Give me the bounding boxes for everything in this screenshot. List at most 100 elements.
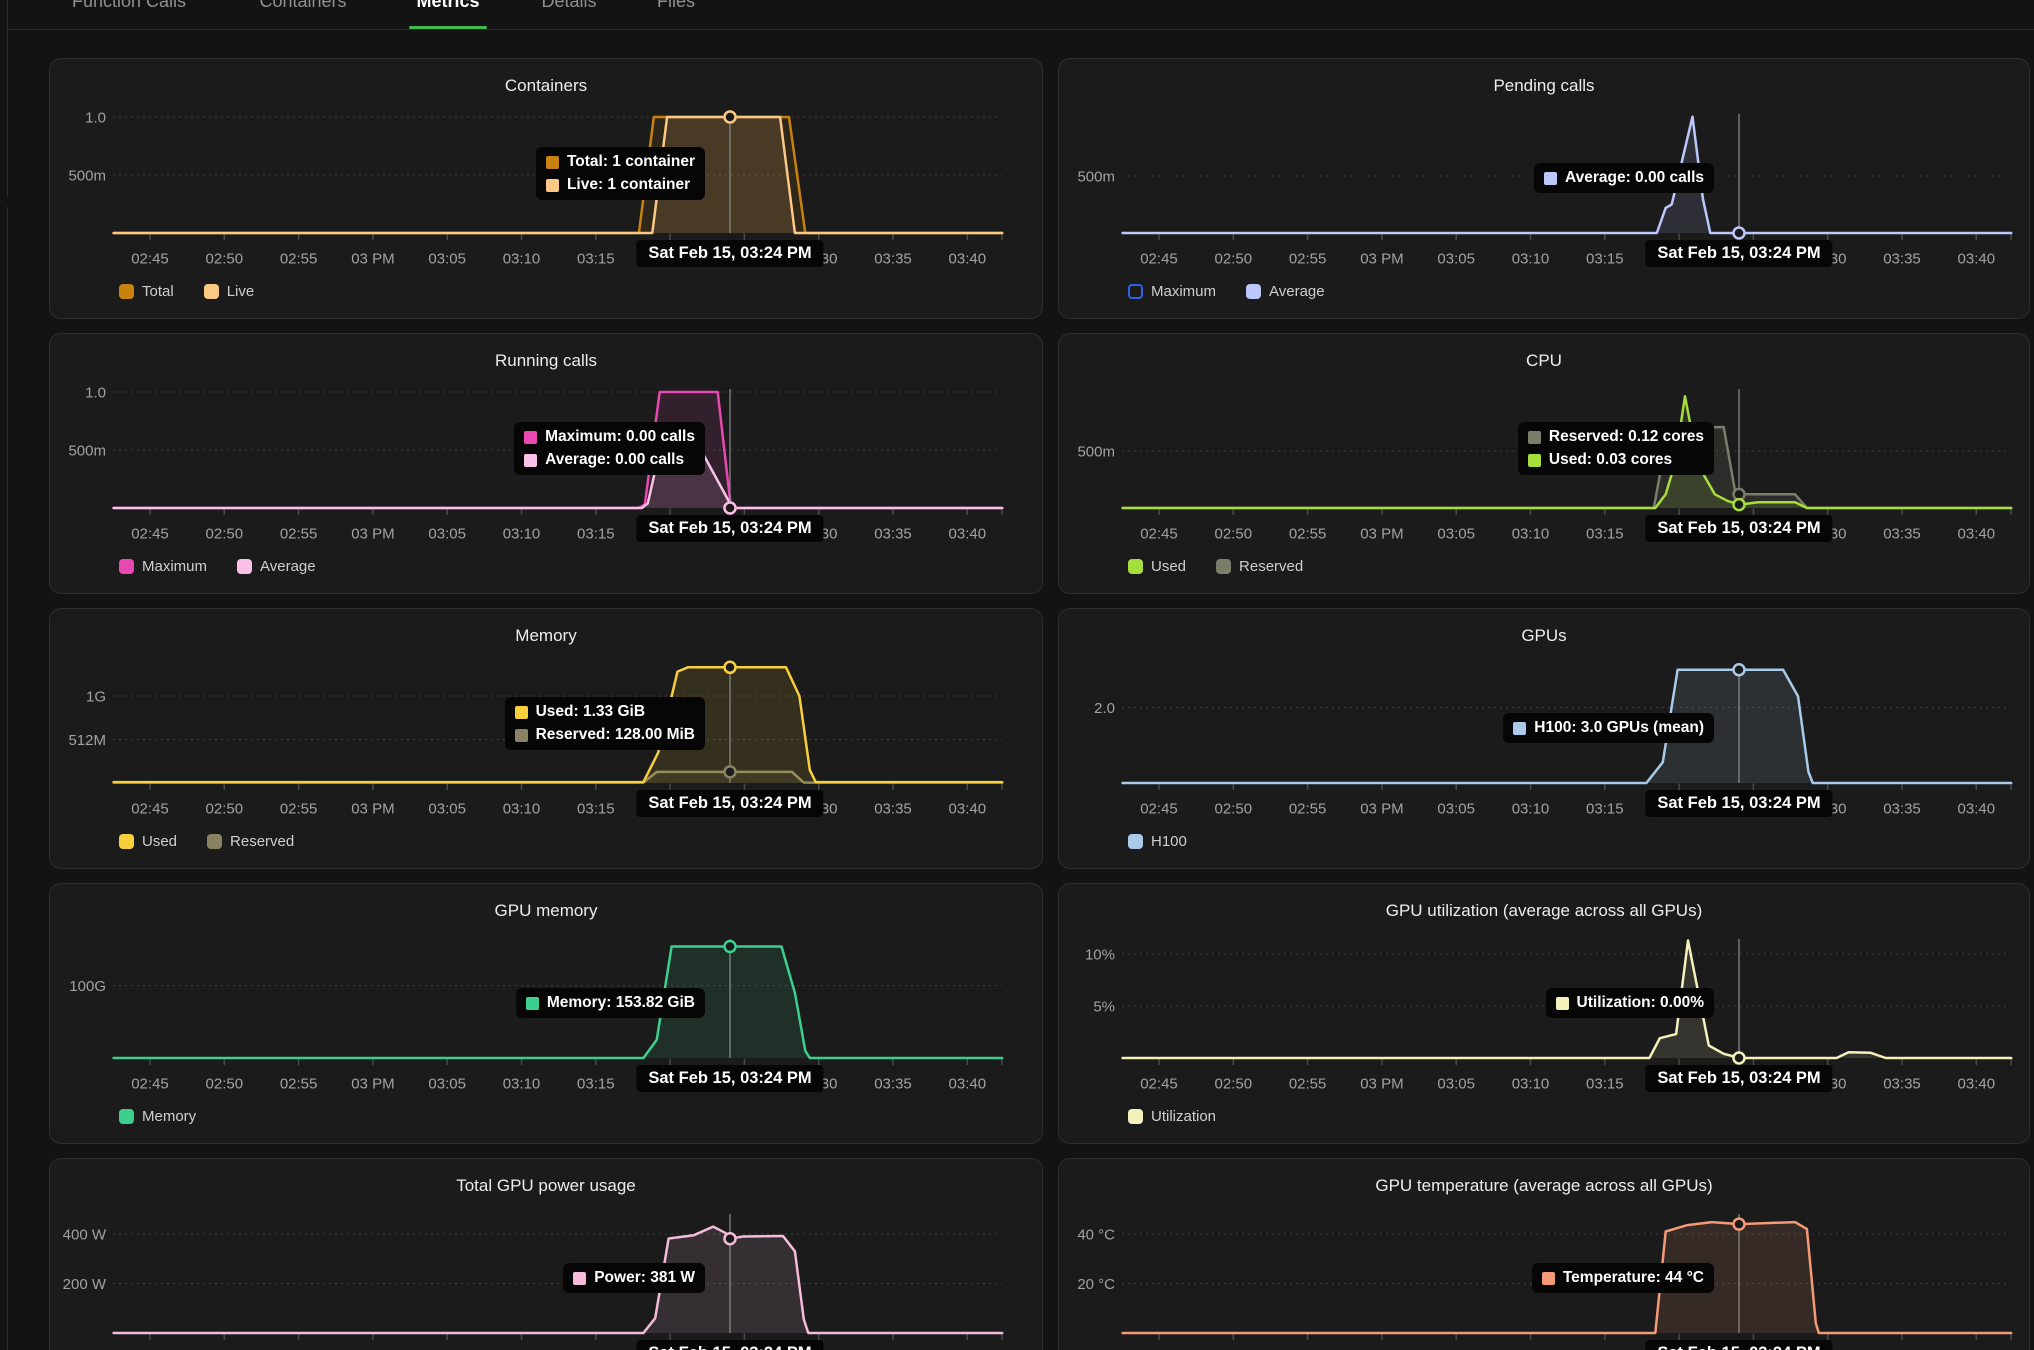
x-axis-label: 03:15	[1586, 251, 1624, 268]
x-axis-label: 03:10	[503, 801, 541, 818]
series-tooltip: Memory: 153.82 GiB	[515, 988, 705, 1018]
legend-label: Average	[260, 558, 316, 575]
chart-card-gpu-utilization: GPU utilization (average across all GPUs…	[1058, 883, 2030, 1144]
time-tooltip: Sat Feb 15, 03:24 PM	[1645, 1065, 1833, 1092]
legend-item-utilization[interactable]: Utilization	[1128, 1108, 1216, 1125]
x-axis-label: 02:50	[206, 801, 244, 818]
x-axis-label: 03:10	[1512, 801, 1550, 818]
legend-item-average[interactable]: Average	[237, 558, 316, 575]
x-axis-label: 02:50	[1215, 801, 1253, 818]
tooltip-series-swatch-icon	[524, 453, 538, 467]
legend-label: Reserved	[230, 833, 295, 850]
x-axis-label: 03:40	[1958, 801, 1996, 818]
legend-item-maximum[interactable]: Maximum	[119, 558, 207, 575]
chart-plot-area[interactable]: 10% 5% 02:45 02:50 02:55 03 PM 03:05 03:10 03:15…	[1059, 884, 2029, 1143]
legend-label: Used	[1151, 558, 1187, 575]
x-axis-label: 03:05	[428, 1076, 466, 1093]
series-line-power	[112, 1225, 1004, 1335]
y-axis-label: 500m	[68, 442, 106, 459]
chart-title: CPU	[1526, 351, 1562, 370]
tab-details[interactable]: Details	[541, 0, 597, 11]
legend-item-live[interactable]: Live	[203, 283, 254, 300]
tooltip-row: Used: 0.03 cores	[1527, 451, 1704, 469]
legend-swatch-icon	[1216, 559, 1232, 574]
legend-item-used[interactable]: Used	[119, 833, 177, 850]
tooltip-text: Temperature: 44 °C	[1562, 1269, 1704, 1286]
legend-label: Used	[142, 833, 178, 850]
x-axis-label: 03:10	[1512, 251, 1550, 268]
legend-item-h100[interactable]: H100	[1128, 833, 1187, 850]
chart-title: Total GPU power usage	[456, 1176, 636, 1195]
legend-item-reserved[interactable]: Reserved	[1216, 558, 1303, 575]
x-axis-label: 03:40	[1958, 1076, 1996, 1093]
legend-swatch-icon	[1246, 284, 1262, 299]
x-axis-label: 03:15	[577, 801, 615, 818]
tooltip-row: Reserved: 0.12 cores	[1527, 428, 1704, 446]
x-axis-label: 03:35	[1883, 801, 1921, 818]
legend-item-used[interactable]: Used	[1128, 558, 1186, 575]
tooltip-series-swatch-icon	[1541, 1271, 1555, 1285]
x-axis-label: 03:10	[503, 251, 541, 268]
x-axis-label: 02:50	[206, 526, 244, 543]
tab-files[interactable]: Files	[656, 0, 696, 11]
x-axis-label: 02:55	[1289, 801, 1327, 818]
chart-legend: Memory	[119, 1108, 196, 1125]
chart-plot-area[interactable]: 1.0 500m 02:45 02:50 02:55 03 PM 03:05 03:10 03:…	[50, 59, 1042, 318]
tab-function-calls[interactable]: Function Calls	[71, 0, 187, 11]
series-line-memory	[112, 945, 1004, 1060]
legend-item-average[interactable]: Average	[1246, 283, 1325, 300]
x-axis-label: 03:35	[874, 801, 912, 818]
legend-item-reserved[interactable]: Reserved	[207, 833, 294, 850]
crosshair-marker	[723, 660, 737, 675]
chart-legend: Maximum Average	[119, 558, 316, 575]
tooltip-series-swatch-icon	[1555, 996, 1569, 1010]
x-axis-label: 02:50	[1215, 251, 1253, 268]
legend-label: H100	[1151, 833, 1187, 850]
chart-title: GPUs	[1521, 626, 1567, 645]
x-axis-label: 03:40	[949, 1076, 987, 1093]
chart-card-gpu-temperature: GPU temperature (average across all GPUs…	[1058, 1158, 2030, 1350]
x-axis-label: 03:05	[1437, 801, 1475, 818]
tooltip-text: Live: 1 container	[566, 176, 691, 193]
chart-title: Containers	[504, 76, 588, 95]
tab-containers[interactable]: Containers	[259, 0, 347, 11]
chart-legend: Maximum Average	[1128, 283, 1325, 300]
tooltip-text: Reserved: 0.12 cores	[1548, 428, 1704, 445]
series-tooltip: Average: 0.00 calls	[1533, 163, 1714, 193]
legend-item-maximum[interactable]: Maximum	[1128, 283, 1216, 300]
crosshair-marker	[1732, 497, 1746, 512]
tooltip-text: Reserved: 128.00 MiB	[535, 726, 695, 743]
series-tooltip: Power: 381 W	[563, 1263, 705, 1293]
legend-label: Average	[1269, 283, 1325, 300]
series-line-used	[1121, 395, 2013, 510]
x-axis-label: 02:55	[280, 251, 318, 268]
legend-label: Maximum	[1151, 283, 1217, 300]
x-axis-label: 03 PM	[1360, 801, 1403, 818]
time-tooltip: Sat Feb 15, 03:24 PM	[1645, 790, 1833, 817]
x-axis-label: 03:10	[1512, 526, 1550, 543]
crosshair-marker	[723, 501, 737, 515]
legend-swatch-icon	[1128, 1109, 1143, 1124]
x-axis-label: 02:45	[131, 1076, 169, 1093]
x-axis-label: 03:35	[874, 526, 912, 543]
time-tooltip: Sat Feb 15, 03:24 PM	[636, 515, 824, 542]
legend-label: Reserved	[1239, 558, 1304, 575]
x-axis-label: 02:55	[1289, 1076, 1327, 1093]
series-tooltip: Maximum: 0.00 calls Average: 0.00 calls	[514, 422, 705, 475]
tooltip-series-swatch-icon	[545, 155, 559, 169]
legend-item-memory[interactable]: Memory	[119, 1108, 196, 1125]
y-axis-label: 5%	[1093, 998, 1115, 1015]
tooltip-series-swatch-icon	[524, 430, 538, 444]
tab-metrics[interactable]: Metrics	[416, 0, 480, 11]
x-axis-label: 03:15	[1586, 526, 1624, 543]
left-panel-border	[7, 207, 8, 1350]
tooltip-text: Used: 0.03 cores	[1548, 451, 1673, 468]
tooltip-text: Average: 0.00 calls	[545, 451, 685, 468]
legend-swatch-icon	[1128, 284, 1143, 299]
legend-item-total[interactable]: Total	[119, 283, 174, 300]
y-axis-label: 200 W	[63, 1276, 107, 1293]
tooltip-row: Maximum: 0.00 calls	[524, 428, 695, 446]
x-axis-label: 03:05	[1437, 526, 1475, 543]
